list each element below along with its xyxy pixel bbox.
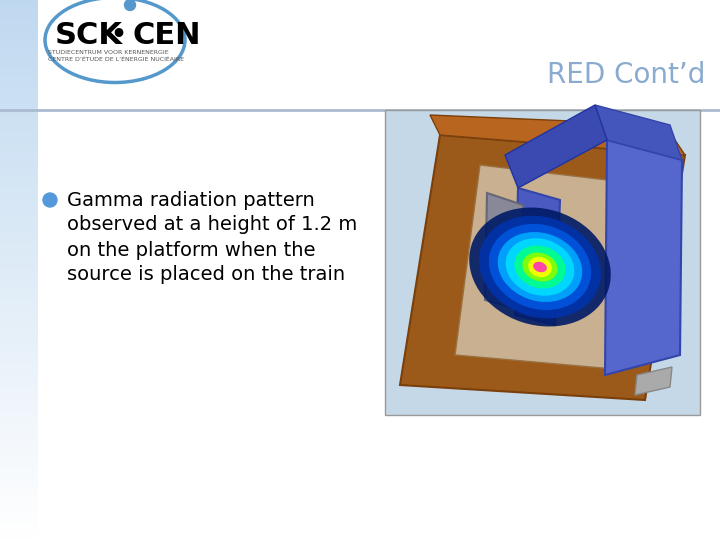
- Text: Gamma radiation pattern: Gamma radiation pattern: [67, 191, 315, 210]
- Ellipse shape: [505, 238, 575, 296]
- Text: SCK: SCK: [55, 21, 123, 50]
- Ellipse shape: [528, 257, 552, 277]
- Polygon shape: [485, 193, 523, 310]
- Ellipse shape: [514, 246, 566, 288]
- Text: RED Cont’d: RED Cont’d: [546, 61, 705, 89]
- Ellipse shape: [489, 224, 591, 310]
- Text: observed at a height of 1.2 m: observed at a height of 1.2 m: [67, 215, 357, 234]
- Text: CENTRE D’ÉTUDE DE L’ÉNERGIE NUClÉAIRE: CENTRE D’ÉTUDE DE L’ÉNERGIE NUClÉAIRE: [48, 57, 184, 62]
- Circle shape: [43, 193, 57, 207]
- Polygon shape: [635, 367, 672, 395]
- FancyBboxPatch shape: [385, 110, 700, 415]
- Ellipse shape: [498, 232, 582, 302]
- Polygon shape: [400, 135, 685, 400]
- Ellipse shape: [534, 262, 546, 272]
- Text: source is placed on the train: source is placed on the train: [67, 266, 345, 285]
- Ellipse shape: [522, 253, 558, 281]
- Text: CEN: CEN: [133, 21, 202, 50]
- Circle shape: [125, 0, 135, 10]
- Ellipse shape: [469, 207, 611, 327]
- Polygon shape: [430, 115, 685, 155]
- Ellipse shape: [479, 216, 601, 318]
- Polygon shape: [455, 165, 650, 370]
- Polygon shape: [515, 188, 560, 325]
- Polygon shape: [605, 140, 682, 375]
- Text: on the platform when the: on the platform when the: [67, 240, 315, 260]
- Polygon shape: [595, 105, 682, 160]
- Text: •: •: [110, 23, 126, 47]
- Polygon shape: [505, 105, 607, 188]
- Text: STUDIECENTRUM VOOR KERNENERGIE: STUDIECENTRUM VOOR KERNENERGIE: [48, 51, 168, 56]
